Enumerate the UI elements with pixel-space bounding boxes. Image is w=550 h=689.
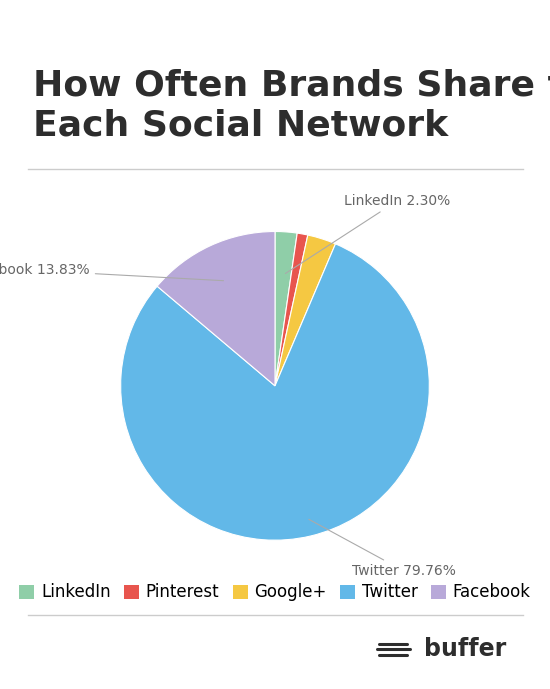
Wedge shape (275, 232, 297, 386)
Wedge shape (157, 232, 275, 386)
Text: Twitter 79.76%: Twitter 79.76% (309, 520, 456, 578)
Legend: LinkedIn, Pinterest, Google+, Twitter, Facebook: LinkedIn, Pinterest, Google+, Twitter, F… (19, 584, 531, 601)
Text: LinkedIn 2.30%: LinkedIn 2.30% (285, 194, 450, 274)
Text: How Often Brands Share to
Each Social Network: How Often Brands Share to Each Social Ne… (33, 69, 550, 143)
Wedge shape (275, 233, 308, 386)
Wedge shape (275, 235, 336, 386)
Text: buffer: buffer (424, 637, 506, 661)
Text: Facebook 13.83%: Facebook 13.83% (0, 263, 223, 280)
Wedge shape (120, 244, 430, 540)
